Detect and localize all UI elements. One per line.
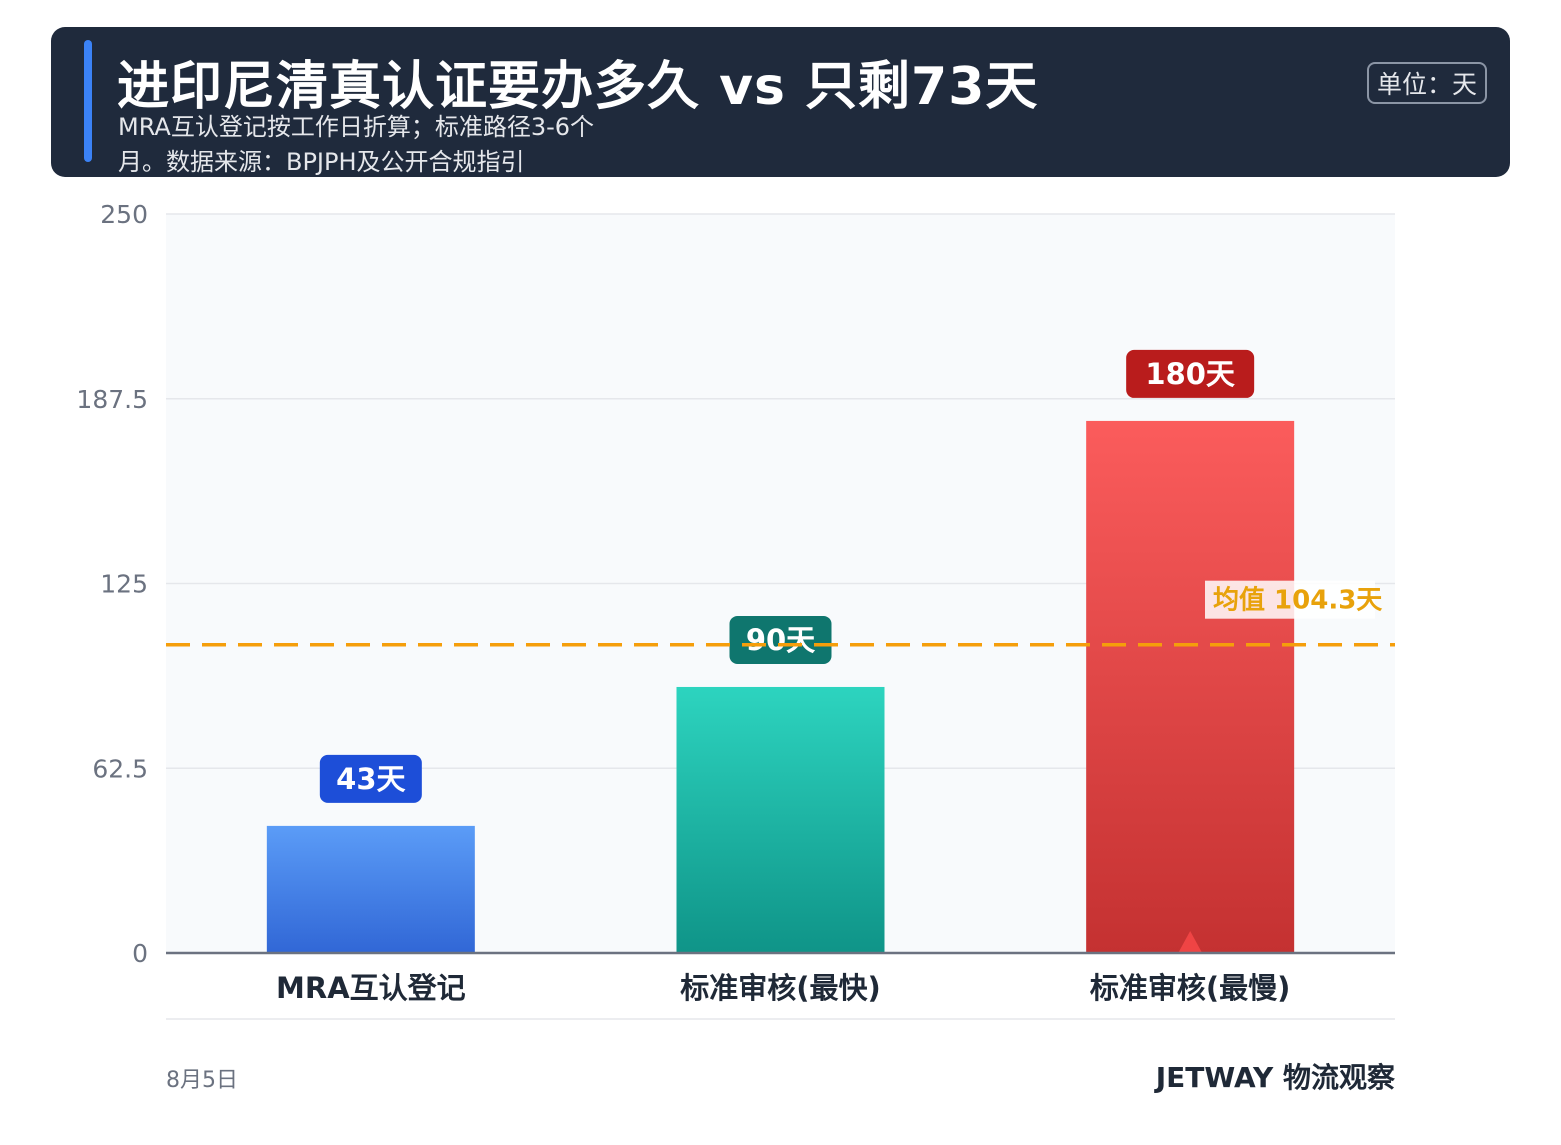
mean-label: 均值 104.3天 xyxy=(1213,586,1382,616)
footer-brand: JETWAY 物流观察 xyxy=(1155,1061,1395,1094)
y-tick-label: 187.5 xyxy=(76,385,148,414)
max-marker xyxy=(1178,931,1203,953)
y-tick-label: 62.5 xyxy=(92,754,148,783)
category-label: 标准审核(最快) xyxy=(680,971,881,1005)
bar-2 xyxy=(676,686,885,953)
y-tick-label: 0 xyxy=(132,939,148,968)
value-label: 180天 xyxy=(1145,357,1235,391)
footer-date: 8月5日 xyxy=(166,1068,238,1093)
bar-3 xyxy=(1086,420,1295,953)
value-label: 43天 xyxy=(336,762,405,796)
bar-1 xyxy=(266,825,475,953)
page-subtitle: MRA互认登记按工作日折算；标准路径3-6个月。数据来源：BPJPH及公开合规指… xyxy=(118,113,595,176)
y-tick-label: 250 xyxy=(100,200,148,229)
value-label-badge xyxy=(729,615,832,664)
value-label-badge xyxy=(319,754,422,803)
category-label: MRA互认登记 xyxy=(276,971,466,1005)
value-label-badge xyxy=(1126,349,1255,398)
accent-bar xyxy=(84,40,92,162)
mean-label-background xyxy=(1205,580,1375,619)
unit-badge: 单位：天 xyxy=(1367,62,1487,104)
category-label: 标准审核(最慢) xyxy=(1090,971,1291,1005)
header-bar xyxy=(51,27,1510,177)
value-label: 90天 xyxy=(746,623,815,657)
y-tick-label: 125 xyxy=(100,570,148,599)
page-title: 进印尼清真认证要办多久 vs 只剩73天 xyxy=(117,57,1039,117)
